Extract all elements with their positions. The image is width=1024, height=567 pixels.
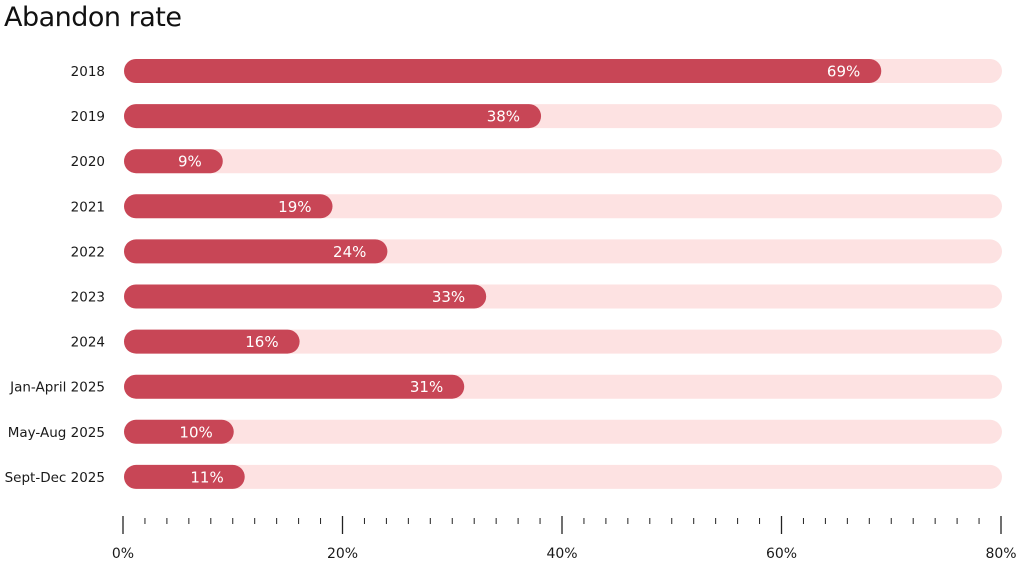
bar xyxy=(124,464,245,489)
value-label: 11% xyxy=(190,468,223,486)
bar-track xyxy=(124,464,1002,489)
x-tick-label: 40% xyxy=(546,546,577,562)
bar xyxy=(124,284,487,309)
category-label: May-Aug 2025 xyxy=(8,425,105,441)
value-label: 10% xyxy=(179,423,212,441)
bar-track xyxy=(124,329,1002,354)
bar-track xyxy=(124,194,1002,219)
category-label: Sept-Dec 2025 xyxy=(5,470,105,486)
value-label: 19% xyxy=(278,198,311,216)
category-label: 2022 xyxy=(71,244,105,260)
x-tick-label: 20% xyxy=(327,546,358,562)
bar xyxy=(124,59,882,83)
bar xyxy=(124,329,300,354)
value-label: 38% xyxy=(487,108,520,126)
bar xyxy=(124,374,465,399)
bar xyxy=(124,149,223,174)
category-label: 2024 xyxy=(71,335,105,351)
x-tick-label: 80% xyxy=(985,546,1016,562)
category-label: 2020 xyxy=(71,154,105,170)
x-tick-label: 60% xyxy=(766,546,797,562)
bar-track xyxy=(124,419,1002,444)
value-label: 69% xyxy=(827,63,860,81)
value-label: 16% xyxy=(245,333,278,351)
bar xyxy=(124,419,234,444)
x-tick-label: 0% xyxy=(112,546,134,562)
chart-title: Abandon rate xyxy=(4,2,182,33)
value-label: 9% xyxy=(178,153,202,171)
value-label: 24% xyxy=(333,243,366,261)
category-label: Jan-April 2025 xyxy=(9,380,105,396)
bar-track xyxy=(124,149,1002,174)
value-label: 31% xyxy=(410,378,443,396)
bar xyxy=(124,239,388,264)
bar xyxy=(124,194,333,219)
category-label: 2021 xyxy=(71,199,105,215)
category-label: 2023 xyxy=(71,290,105,306)
category-label: 2018 xyxy=(71,64,105,80)
bar xyxy=(124,104,542,129)
value-label: 33% xyxy=(432,288,465,306)
category-label: 2019 xyxy=(71,109,105,125)
